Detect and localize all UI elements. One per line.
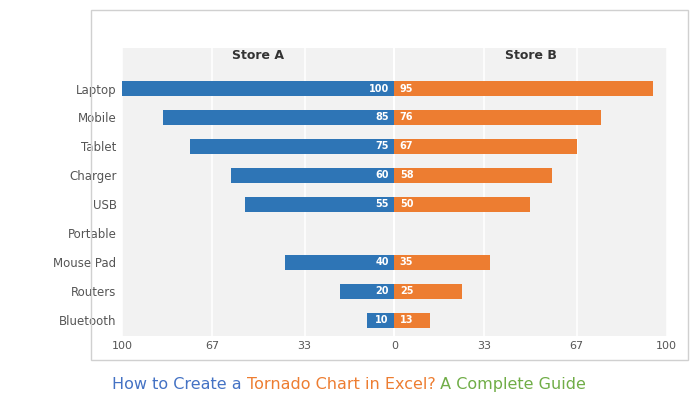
Text: Tornado Chart in Excel?: Tornado Chart in Excel? xyxy=(246,377,436,392)
Bar xyxy=(285,255,394,270)
Text: 58: 58 xyxy=(400,170,413,180)
Text: 60: 60 xyxy=(376,170,389,180)
Text: 13: 13 xyxy=(400,315,413,325)
Bar xyxy=(394,168,552,183)
Bar xyxy=(190,139,394,154)
Text: 25: 25 xyxy=(400,286,413,296)
Text: A Complete Guide: A Complete Guide xyxy=(436,377,586,392)
Text: 40: 40 xyxy=(376,257,389,267)
Bar xyxy=(394,312,430,328)
Bar xyxy=(394,197,530,212)
Text: 55: 55 xyxy=(376,199,389,209)
Text: 67: 67 xyxy=(400,142,413,152)
Bar xyxy=(394,284,462,299)
Bar xyxy=(163,110,394,125)
Text: 10: 10 xyxy=(376,315,389,325)
Text: 75: 75 xyxy=(376,142,389,152)
Bar xyxy=(394,81,653,96)
Text: Store B: Store B xyxy=(505,49,556,62)
Text: Store A: Store A xyxy=(232,49,284,62)
Bar xyxy=(367,312,394,328)
Bar xyxy=(394,139,577,154)
Bar xyxy=(122,81,394,96)
Bar xyxy=(244,197,394,212)
Bar xyxy=(231,168,394,183)
Bar xyxy=(394,110,601,125)
Text: 95: 95 xyxy=(400,84,413,94)
Text: 50: 50 xyxy=(400,199,413,209)
Text: 76: 76 xyxy=(400,112,413,122)
Text: 85: 85 xyxy=(376,112,389,122)
Bar xyxy=(340,284,394,299)
Text: 20: 20 xyxy=(376,286,389,296)
Text: How to Create a: How to Create a xyxy=(112,377,246,392)
Text: 100: 100 xyxy=(369,84,389,94)
Bar xyxy=(394,255,490,270)
Text: 35: 35 xyxy=(400,257,413,267)
